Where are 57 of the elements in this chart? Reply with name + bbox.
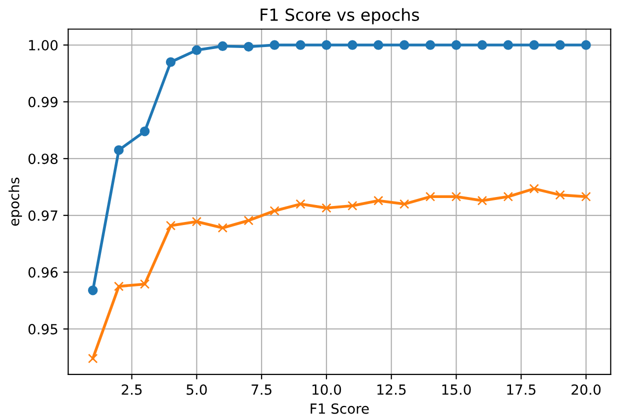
- point: [399, 40, 410, 50]
- point: [218, 41, 228, 52]
- point: [322, 203, 332, 213]
- point: [581, 40, 591, 50]
- chart-title: F1 Score vs epochs: [260, 8, 420, 24]
- point: [451, 192, 462, 202]
- point: [529, 40, 539, 50]
- point: [581, 192, 591, 202]
- x-axis-title: F1 Score: [310, 403, 369, 414]
- x-tick-label: 12.5: [377, 384, 406, 395]
- y-tick-label: 0.96: [28, 267, 58, 278]
- point: [374, 40, 384, 50]
- y-tick-label: 0.99: [28, 96, 58, 108]
- point: [192, 216, 202, 226]
- point: [88, 285, 98, 296]
- point: [166, 57, 176, 67]
- point: [244, 42, 254, 52]
- y-tick-label: 0.95: [28, 324, 58, 334]
- point: [555, 190, 565, 200]
- point: [503, 40, 514, 50]
- point: [399, 199, 410, 209]
- point: [348, 40, 358, 50]
- x-tick-label: 10.0: [312, 384, 342, 395]
- point: [425, 192, 436, 202]
- point: [114, 282, 124, 292]
- x-tick-label: 20.0: [572, 384, 601, 395]
- y-tick-label: 1.00: [29, 40, 58, 50]
- x-tick-label: 17.5: [507, 384, 536, 395]
- point: [451, 40, 462, 50]
- y-axis-title: epochs: [8, 178, 22, 226]
- point: [555, 40, 565, 50]
- point: [166, 220, 176, 230]
- y-tick-label: 0.98: [28, 154, 58, 164]
- x-tick-label: 2.5: [122, 384, 142, 395]
- point: [425, 40, 436, 50]
- point: [140, 126, 150, 136]
- point: [218, 223, 228, 233]
- point: [270, 206, 280, 216]
- point: [244, 216, 254, 226]
- point: [140, 279, 150, 289]
- point: [88, 354, 98, 364]
- point: [270, 40, 280, 50]
- point: [374, 196, 384, 206]
- x-tick-label: 15.0: [442, 384, 471, 395]
- point: [322, 40, 332, 50]
- point: [503, 192, 514, 202]
- point: [114, 145, 124, 155]
- point: [348, 200, 358, 211]
- point: [529, 184, 539, 194]
- point: [477, 40, 488, 50]
- y-tick-label: 0.97: [28, 210, 58, 221]
- point: [296, 40, 306, 50]
- point: [477, 196, 488, 206]
- x-tick-label: 5.0: [186, 384, 207, 395]
- point: [192, 45, 202, 55]
- x-tick-label: 7.5: [252, 384, 272, 395]
- point: [296, 199, 306, 209]
